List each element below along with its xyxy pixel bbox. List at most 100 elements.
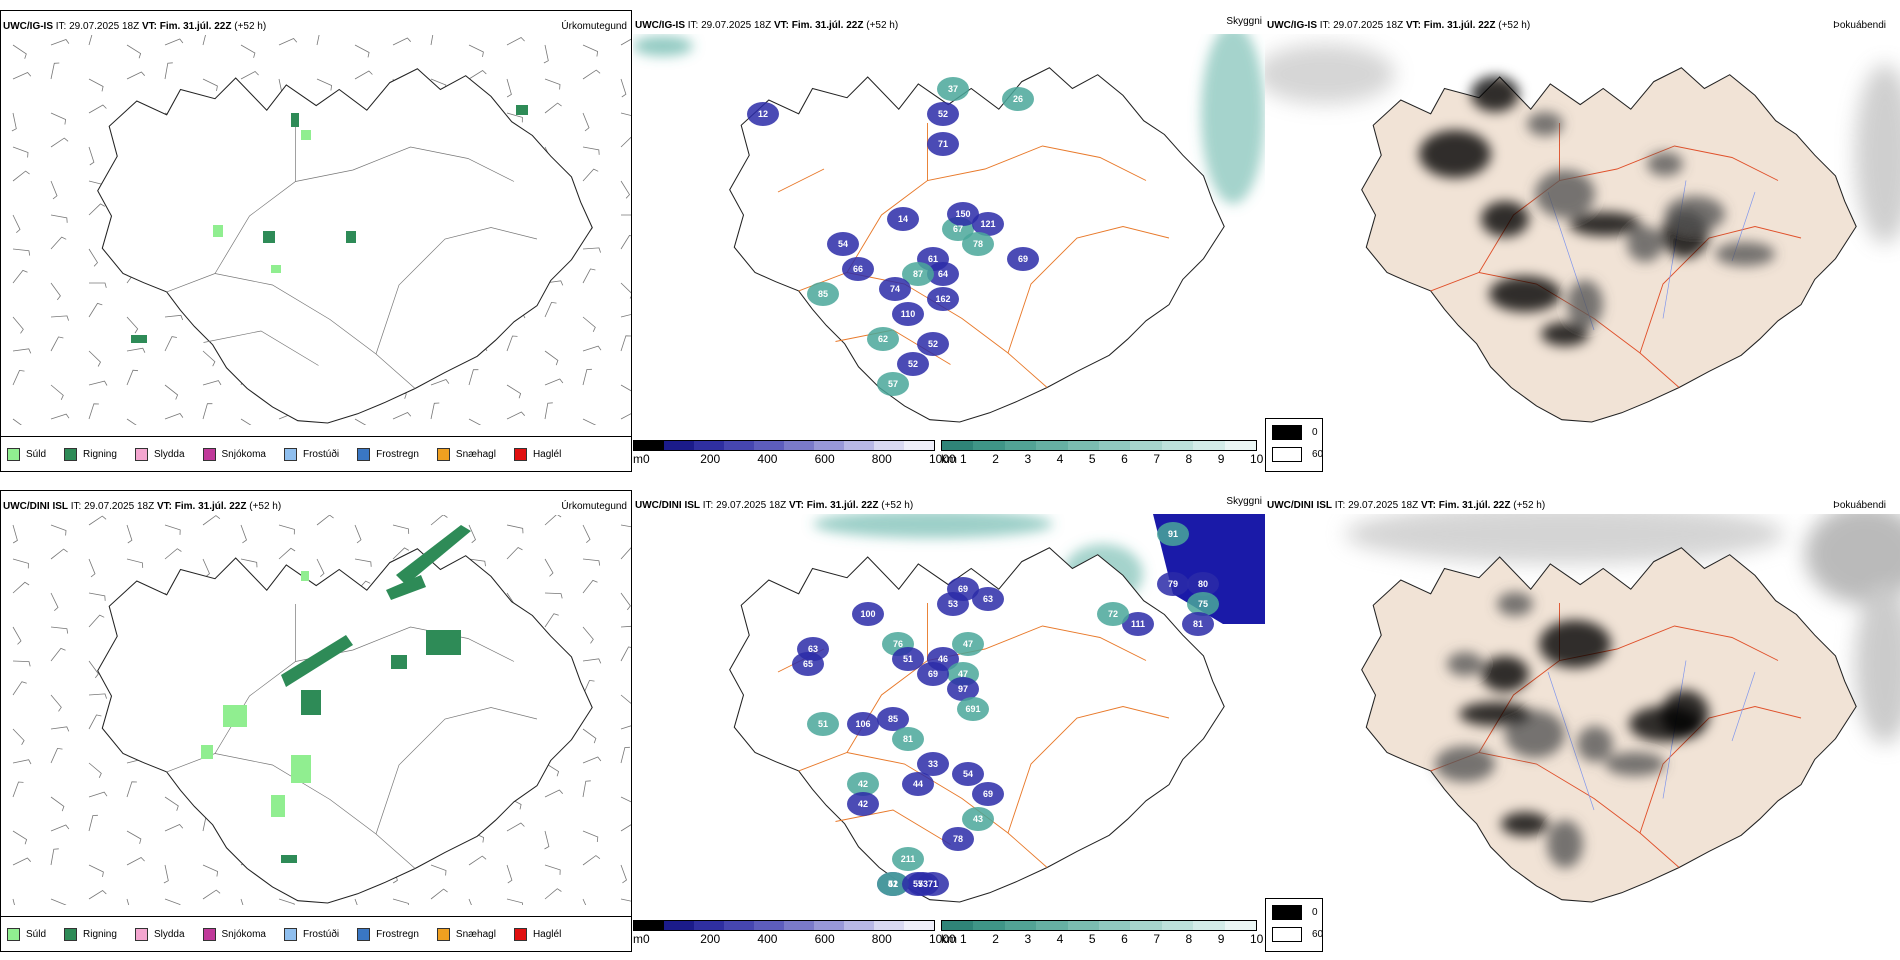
- wind-barb: [89, 282, 107, 288]
- wind-barb: [88, 592, 106, 601]
- wind-barb: [468, 69, 487, 80]
- cbar-tick-label: 1000: [929, 932, 956, 946]
- fog-area: [1459, 702, 1531, 726]
- panel-title: Úrkomutegund: [561, 21, 627, 32]
- wind-barb: [582, 268, 596, 284]
- vis-value-label: 73: [918, 879, 928, 889]
- wind-barb: [582, 780, 591, 798]
- wind-barb: [50, 236, 67, 250]
- low-vis-area: [1097, 602, 1129, 626]
- low-vis-area: [1007, 247, 1039, 271]
- wind-barb: [50, 824, 70, 832]
- vis-value-label: 52: [908, 359, 918, 369]
- wind-barb: [88, 762, 102, 778]
- colorbar-km: km 1 2 3 4 5 6 7 8 9 10: [941, 920, 1263, 948]
- fog-index-map[interactable]: [1265, 34, 1900, 424]
- wind-barb: [50, 315, 69, 321]
- wind-barb: [620, 314, 631, 318]
- wind-barb: [278, 547, 296, 560]
- panel-header: UWC/IG-IS IT: 29.07.2025 18Z VT: Fim. 31…: [635, 20, 898, 31]
- legend-swatch: [7, 447, 20, 461]
- precip-type-map[interactable]: [1, 515, 632, 905]
- wind-barb: [240, 44, 256, 58]
- wind-barb: [544, 350, 559, 366]
- vis-value-label: 64: [938, 269, 948, 279]
- wind-barb: [126, 524, 133, 544]
- vis-value-label: 85: [888, 714, 898, 724]
- fog-area: [1447, 652, 1483, 676]
- roads: [777, 602, 1170, 868]
- wind-barb: [164, 314, 184, 321]
- wind-barb: [506, 335, 518, 352]
- wind-barb: [582, 626, 594, 644]
- fog-swatch-dark: [1272, 905, 1302, 920]
- vis-value-label: 106: [855, 719, 870, 729]
- wind-barb: [88, 203, 106, 216]
- wind-barb: [620, 725, 631, 730]
- vt-label: VT:: [156, 501, 172, 512]
- low-vis-area: [937, 77, 969, 101]
- vis-value-label: 52: [928, 339, 938, 349]
- legend-swatch: [357, 927, 371, 941]
- low-vis-area: [877, 707, 909, 731]
- visibility-map[interactable]: 37 52 71 26 14 66 85 54 61 67 150 121 78 69 64 87 162 110…: [633, 34, 1265, 424]
- vis-value-label: 69: [958, 584, 968, 594]
- vt-label: VT:: [1405, 20, 1421, 31]
- wind-barb: [544, 402, 553, 420]
- wind-barb: [88, 104, 107, 114]
- precip-type-map[interactable]: [1, 35, 632, 425]
- low-vis-area: [972, 782, 1004, 806]
- cbar-tick-label: 600: [814, 932, 835, 946]
- low-vis-area: [902, 772, 934, 796]
- vis-value-label: 69: [983, 789, 993, 799]
- wind-barb: [88, 864, 104, 877]
- wind-barb: [620, 796, 631, 803]
- vis-value-label: 63: [808, 644, 818, 654]
- wind-barb: [316, 515, 334, 526]
- wind-barb: [582, 418, 597, 425]
- legend-label: Súld: [26, 448, 47, 460]
- cbar-km-unit: km: [941, 452, 957, 466]
- wind-barb: [88, 558, 96, 578]
- panel-title: Skyggni: [1226, 16, 1262, 27]
- wind-barb: [12, 830, 28, 845]
- panel-title: Skyggni: [1226, 496, 1262, 507]
- wind-barb: [582, 579, 598, 594]
- cbar-tick-label: 7: [1153, 452, 1161, 466]
- cbar-tick-label: 2: [992, 932, 999, 946]
- fog-dark-areas: [1435, 592, 1709, 868]
- wind-barb: [50, 282, 61, 301]
- model-name: UWC/IG-IS: [635, 20, 685, 31]
- low-vis-area: [807, 282, 839, 306]
- wind-barb: [582, 69, 601, 80]
- wind-barb: [392, 547, 410, 560]
- low-vis-area: [962, 807, 994, 831]
- wind-barb: [126, 316, 139, 334]
- it-label: IT:: [702, 500, 714, 511]
- legend-item: Frostúði: [283, 447, 339, 461]
- legend-label: Rigning: [83, 928, 117, 940]
- vis-value-label: 42: [858, 799, 868, 809]
- wind-barb: [468, 44, 484, 57]
- legend-item: Snæhagl: [436, 927, 496, 941]
- wind-barb: [202, 558, 210, 578]
- wind-barb: [620, 898, 631, 902]
- cbar-tick-label: 400: [757, 932, 778, 946]
- vis-value-label: 211: [901, 854, 916, 864]
- vis-value-label: 53: [948, 599, 958, 609]
- fog-index-map[interactable]: [1265, 514, 1900, 904]
- wind-barb: [50, 647, 66, 662]
- legend-swatch: [357, 447, 371, 461]
- it-label: IT:: [1319, 20, 1331, 31]
- low-vis-area: [892, 847, 924, 871]
- wind-barb: [164, 524, 181, 535]
- fog-swatch-light: [1272, 447, 1302, 462]
- wind-barb: [506, 864, 513, 884]
- wind-barb: [240, 558, 258, 568]
- low-vis-area: [927, 132, 959, 156]
- it-value: 29.07.2025 18Z: [716, 500, 787, 511]
- wind-barb: [88, 78, 104, 92]
- wind-barb: [50, 137, 69, 148]
- wind-barb: [582, 44, 599, 57]
